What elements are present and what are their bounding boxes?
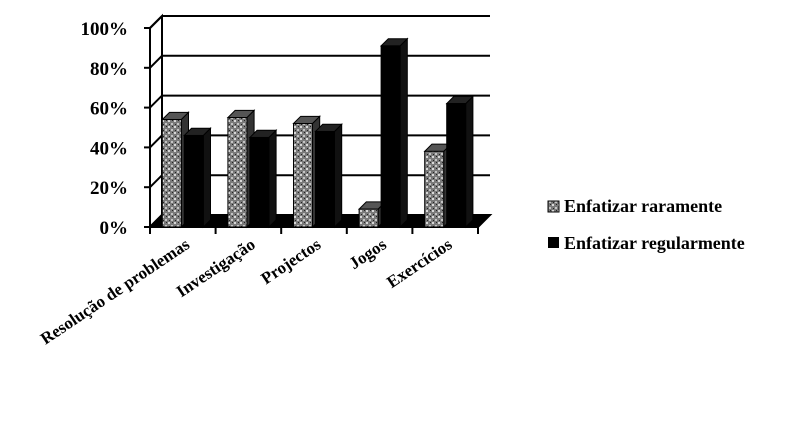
- gridline: [149, 94, 490, 109]
- category-labels: Resolução de problemasInvestigaçãoProjec…: [37, 234, 456, 348]
- category-label: Exercícios: [383, 234, 456, 292]
- bar-regularmente: [314, 123, 343, 229]
- y-tick-label: 40%: [90, 138, 128, 159]
- gridline: [149, 54, 490, 69]
- legend-label-regularmente: Enfatizar regularmente: [564, 233, 745, 253]
- y-tick-label: 60%: [90, 99, 128, 120]
- legend: Enfatizar raramente Enfatizar regularmen…: [547, 196, 745, 253]
- legend-swatch-regularmente: [548, 237, 559, 248]
- bar-regularmente: [445, 95, 475, 229]
- legend-label-raramente: Enfatizar raramente: [564, 196, 722, 216]
- gridline: [149, 15, 490, 29]
- bar-regularmente: [183, 127, 212, 229]
- legend-item-raramente: Enfatizar raramente: [547, 196, 722, 216]
- y-tick-label: 0%: [100, 218, 129, 239]
- left-wall: [149, 13, 163, 230]
- category-label: Projectos: [258, 234, 325, 288]
- category-label: Jogos: [346, 234, 391, 273]
- y-tick-labels: 0% 20% 40% 60% 80% 100%: [81, 19, 129, 239]
- y-tick-label: 80%: [90, 59, 128, 80]
- bar-regularmente: [248, 129, 278, 229]
- bars: [161, 37, 475, 229]
- legend-item-regularmente: Enfatizar regularmente: [548, 233, 745, 253]
- y-tick-label: 100%: [81, 19, 129, 40]
- category-label: Resolução de problemas: [37, 234, 193, 348]
- y-tick-label: 20%: [90, 178, 128, 199]
- bar-regularmente: [379, 37, 409, 229]
- legend-swatch-raramente: [547, 200, 560, 213]
